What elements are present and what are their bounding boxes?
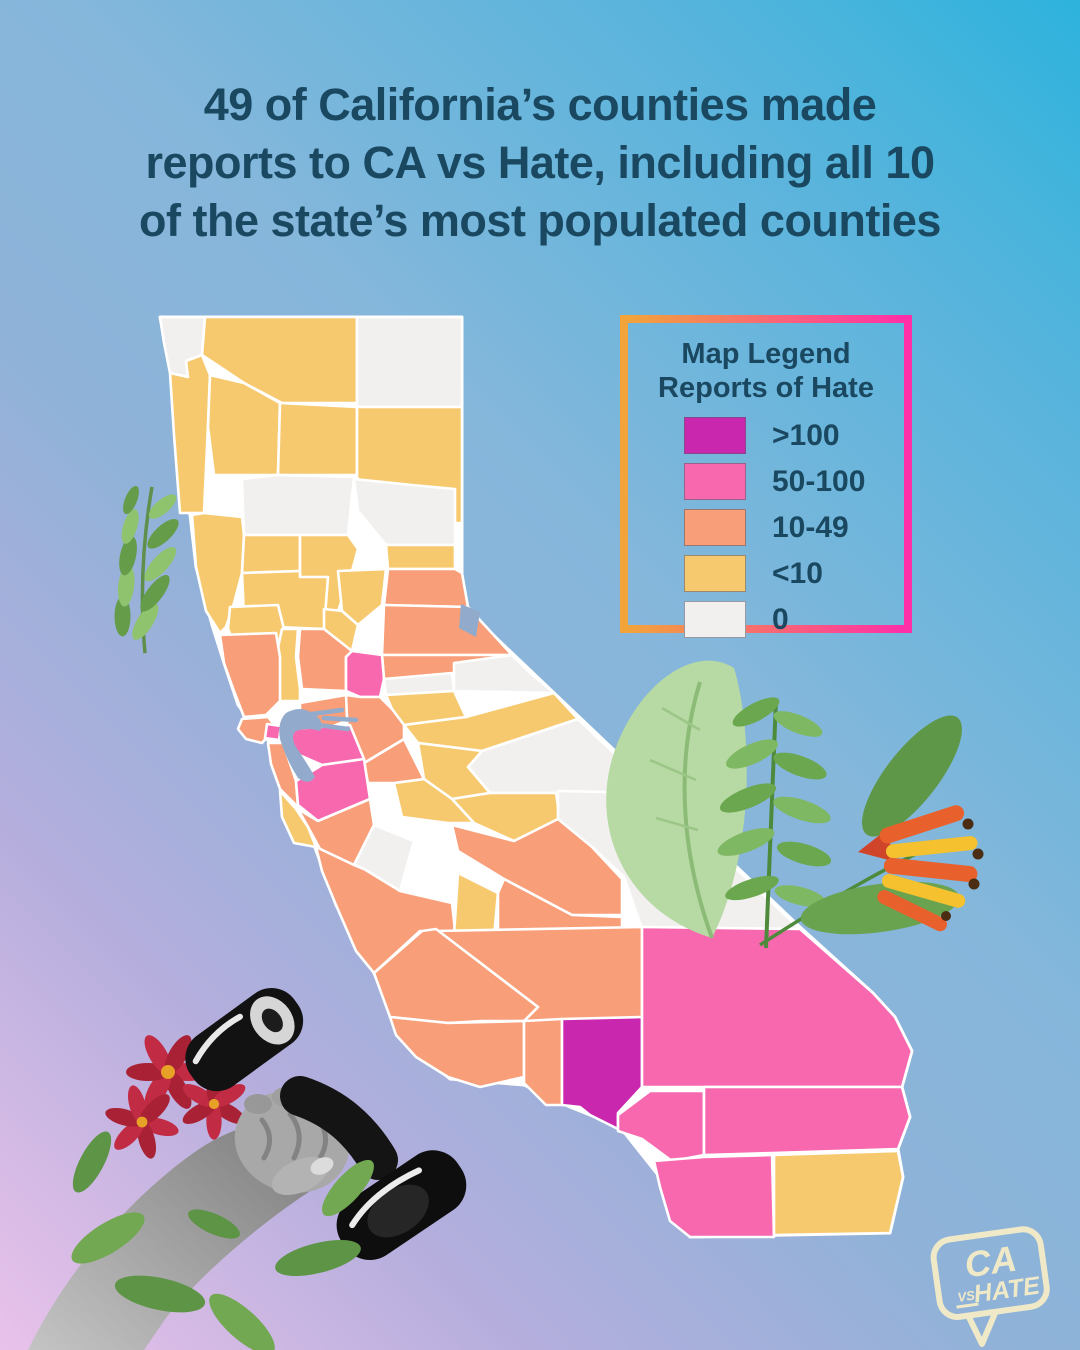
legend-swatch-gt100 bbox=[684, 417, 746, 454]
legend-label: >100 bbox=[772, 418, 840, 452]
logo-text-ca: CA bbox=[962, 1238, 1019, 1286]
legend-row: 0 bbox=[684, 601, 904, 638]
title-line-2: reports to CA vs Hate, including all 10 bbox=[145, 137, 935, 188]
legend-title-line-2: Reports of Hate bbox=[658, 372, 874, 404]
county-sonoma: Sonoma — 10-49 bbox=[218, 631, 282, 719]
logo-text-vs: VS bbox=[957, 1288, 977, 1305]
title-line-1: 49 of California’s counties made bbox=[203, 79, 877, 130]
legend-label: <10 bbox=[772, 556, 823, 590]
legend-row: 50-100 bbox=[684, 463, 904, 500]
san-francisco-bay bbox=[279, 709, 322, 782]
legend-label: 10-49 bbox=[772, 510, 849, 544]
county-santa_barbara: Santa Barbara — 10-49 bbox=[388, 1015, 526, 1089]
county-shasta: Shasta — <10 bbox=[276, 401, 359, 477]
speech-bubble-icon bbox=[930, 1226, 1050, 1320]
county-modoc: Modoc — 0 bbox=[355, 315, 464, 409]
legend-swatch-0 bbox=[684, 601, 746, 638]
infographic-title: 49 of California’s counties made reports… bbox=[0, 76, 1080, 250]
legend-row: 10-49 bbox=[684, 509, 904, 546]
county-alpine: Alpine — 0 bbox=[452, 653, 556, 695]
legend-swatch-10-49 bbox=[684, 509, 746, 546]
legend-title-line-1: Map Legend bbox=[681, 338, 851, 370]
county-san_francisco: San Francisco — 50-100 bbox=[263, 722, 283, 742]
county-sierra: Sierra — <10 bbox=[384, 543, 457, 571]
california-county-map: Del Norte — 0Siskiyou — <10Modoc — 0Humb… bbox=[158, 315, 914, 1239]
county-riverside: Riverside — 50-100 bbox=[702, 1085, 912, 1157]
legend-swatch-lt10 bbox=[684, 555, 746, 592]
county-sacramento: Sacramento — 50-100 bbox=[344, 649, 386, 699]
county-ventura: Ventura — 10-49 bbox=[522, 1017, 564, 1107]
county-glenn: Glenn — <10 bbox=[240, 533, 302, 575]
map-legend: Map Legend Reports of Hate >100 50-100 1… bbox=[620, 315, 912, 638]
county-nevada: Nevada — 10-49 bbox=[382, 567, 470, 609]
ca-vs-hate-logo: CA VS HATE bbox=[930, 1226, 1050, 1347]
legend-label: 0 bbox=[772, 602, 789, 636]
lake-tahoe bbox=[459, 604, 480, 637]
county-san_diego: San Diego — 50-100 bbox=[652, 1153, 776, 1239]
legend-row: >100 bbox=[684, 417, 904, 454]
logo-text-hate: HATE bbox=[972, 1271, 1043, 1308]
legend-row: <10 bbox=[684, 555, 904, 592]
legend-title: Map Legend Reports of Hate bbox=[628, 337, 904, 405]
title-line-3: of the state’s most populated counties bbox=[139, 195, 941, 246]
legend-rows: >100 50-100 10-49 <10 0 bbox=[628, 417, 904, 638]
delta-channels bbox=[309, 707, 359, 732]
legend-swatch-50-100 bbox=[684, 463, 746, 500]
water-features bbox=[279, 604, 480, 782]
county-humboldt: Humboldt — <10 bbox=[168, 353, 212, 515]
county-mendocino: Mendocino — <10 bbox=[190, 511, 246, 635]
county-placer: Placer — 10-49 bbox=[380, 603, 514, 657]
county-yuba: Yuba — <10 bbox=[336, 567, 388, 627]
county-tehama: Tehama — 0 bbox=[240, 473, 356, 537]
county-san_bernardino: San Bernardino — 50-100 bbox=[640, 925, 914, 1089]
county-imperial: Imperial — <10 bbox=[772, 1149, 905, 1237]
legend-label: 50-100 bbox=[772, 464, 866, 498]
